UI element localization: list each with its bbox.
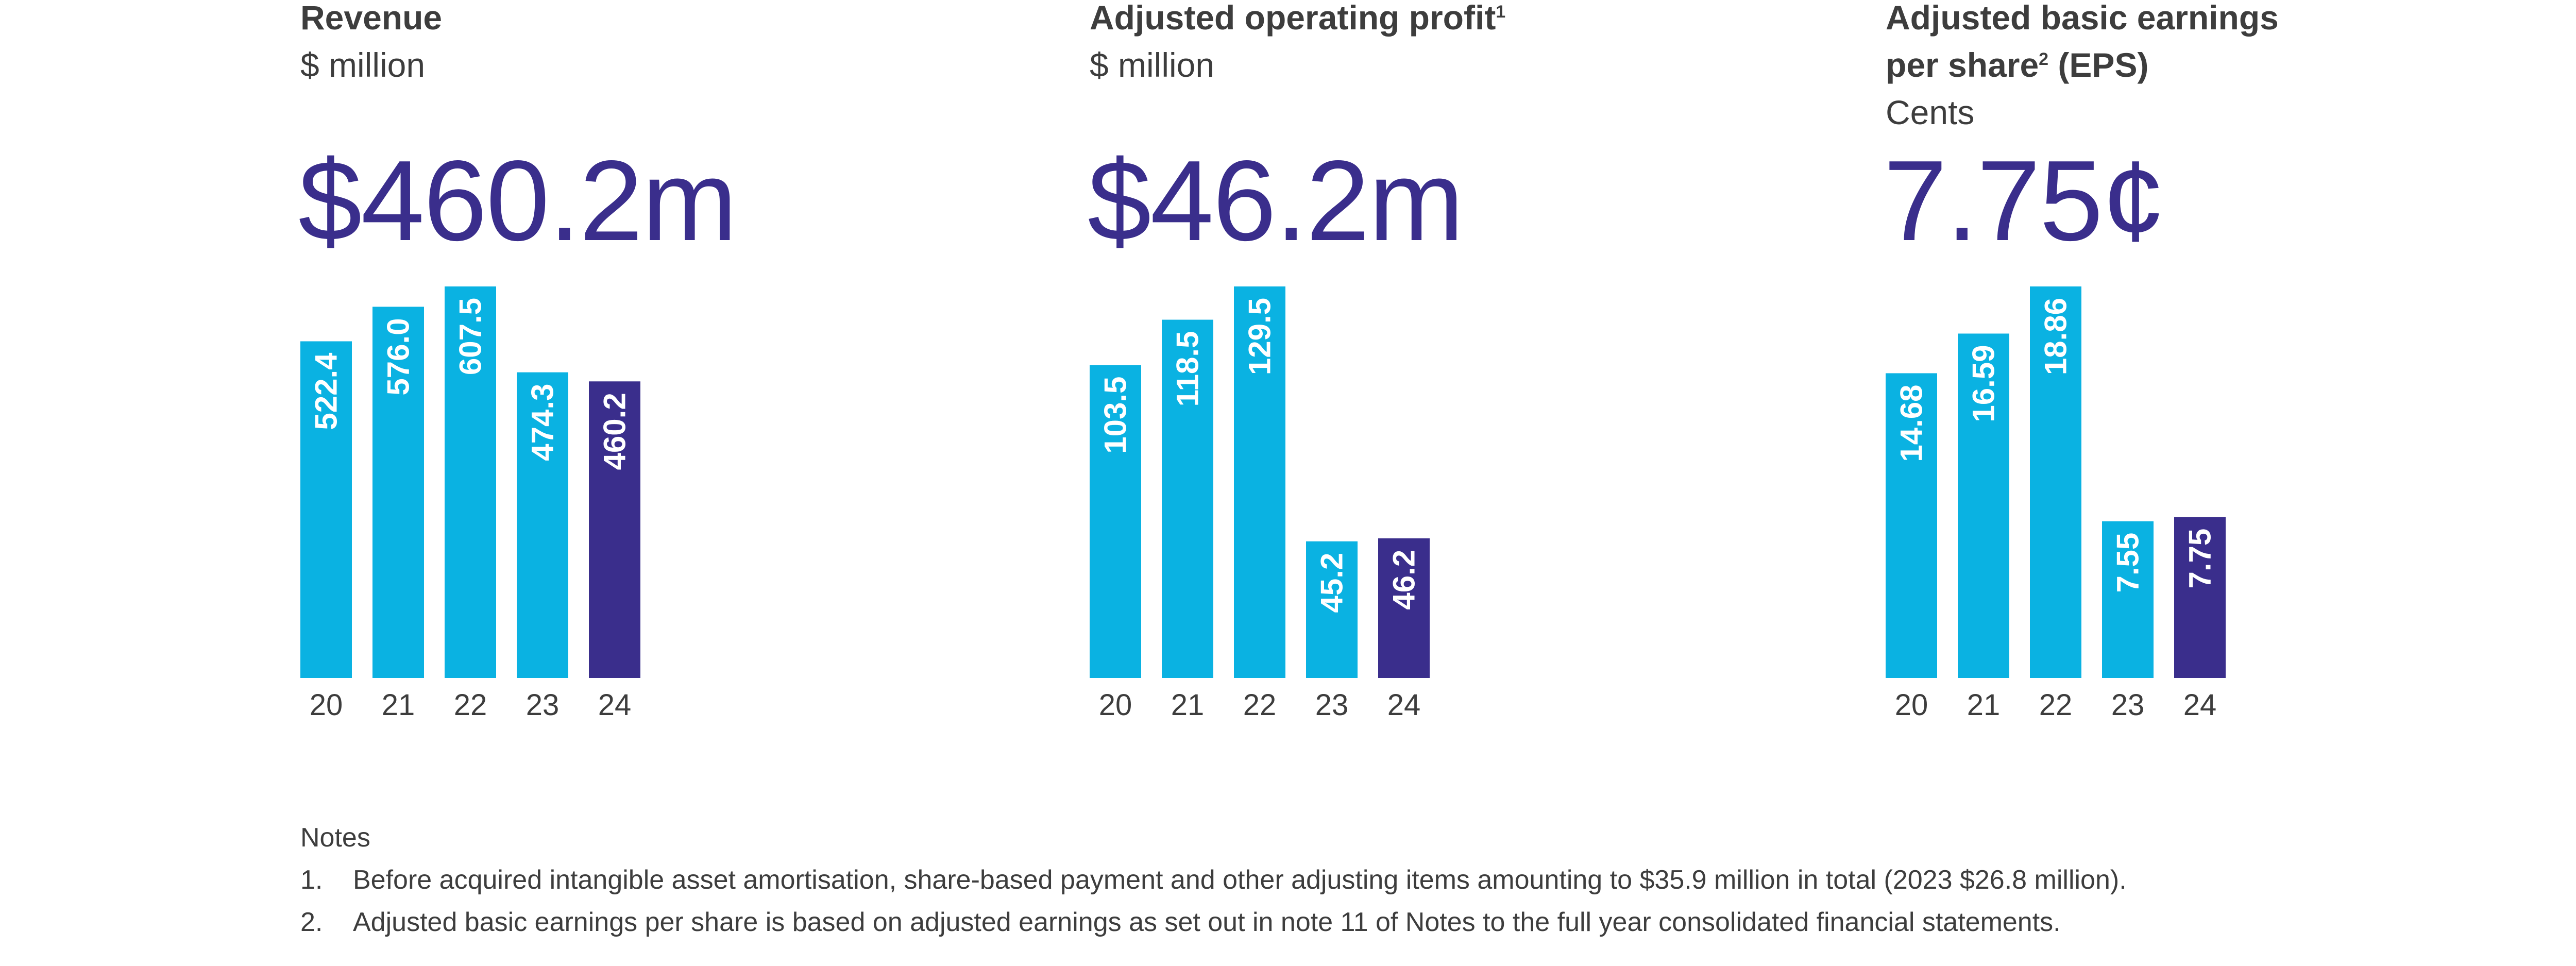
- panel-title: Revenue: [300, 0, 442, 41]
- x-tick-label: 20: [1895, 688, 1928, 722]
- notes-heading: Notes: [300, 823, 370, 853]
- bar-value-label: 118.5: [1171, 331, 1205, 407]
- bar-value-label: 607.5: [453, 298, 488, 375]
- notes-section: Notes 1. Before acquired intangible asse…: [300, 817, 2127, 943]
- footnote-marker: 1: [1496, 2, 1506, 22]
- panel-title-text-line2-rest: (EPS): [2048, 46, 2149, 84]
- bar-value-label: 129.5: [1243, 298, 1277, 375]
- bar-20: [1090, 365, 1141, 678]
- panel-title: Adjusted operating profit1: [1090, 0, 1505, 41]
- bar-value-label: 576.0: [381, 318, 416, 395]
- note-number: 1.: [300, 865, 323, 895]
- note-text: Before acquired intangible asset amortis…: [353, 865, 2127, 895]
- x-tick-label: 24: [1387, 688, 1421, 722]
- note-item: 1. Before acquired intangible asset amor…: [300, 859, 2127, 901]
- bar-value-label: 7.55: [2111, 533, 2145, 593]
- panel-unit: Cents: [1886, 93, 1975, 131]
- operating-profit-bar-chart: 103.5 20 118.5 21 129.5 22 45.2 23 46.2 24: [1090, 286, 1430, 722]
- panel-title-text: Adjusted operating profit: [1090, 0, 1496, 37]
- headline-value: $460.2m: [298, 137, 737, 265]
- x-tick-label: 22: [454, 688, 487, 722]
- panel-title-text-line2: per share: [1886, 46, 2039, 84]
- bar-24: [589, 381, 640, 678]
- bar-value-label: 474.3: [526, 384, 560, 461]
- x-tick-label: 22: [2039, 688, 2073, 722]
- eps-panel: Adjusted basic earnings per share2 (EPS) …: [1884, 0, 2452, 747]
- bar-20: [1886, 373, 1937, 678]
- panel-title-text: Adjusted basic earnings: [1886, 0, 2279, 37]
- bar-21: [1162, 319, 1213, 678]
- bar-value-label: 18.86: [2039, 298, 2073, 375]
- headline-value: $46.2m: [1088, 137, 1464, 265]
- x-tick-label: 21: [1967, 688, 2001, 722]
- bar-value-label: 14.68: [1894, 384, 1929, 462]
- bar-value-label: 522.4: [309, 352, 344, 430]
- bar-value-label: 103.5: [1098, 377, 1133, 454]
- panel-title-text: Revenue: [300, 0, 443, 37]
- bar-20: [300, 341, 352, 678]
- bar-23: [517, 372, 568, 678]
- x-tick-label: 21: [382, 688, 415, 722]
- note-item: 2. Adjusted basic earnings per share is …: [300, 901, 2127, 943]
- bar-21: [1958, 333, 2009, 678]
- x-tick-label: 22: [1243, 688, 1277, 722]
- bar-23: [2102, 521, 2154, 678]
- eps-bar-chart: 14.68 20 16.59 21 18.86 22 7.55 23 7.75 24: [1886, 286, 2226, 722]
- bar-24: [2174, 517, 2226, 678]
- bar-value-label: 460.2: [598, 393, 632, 470]
- headline-value: 7.75¢: [1884, 137, 2166, 265]
- bar-21: [372, 307, 424, 678]
- note-text: Adjusted basic earnings per share is bas…: [353, 907, 2061, 937]
- bar-23: [1306, 541, 1358, 678]
- note-number: 2.: [300, 907, 323, 937]
- bar-22: [1234, 286, 1285, 678]
- bar-value-label: 7.75: [2183, 529, 2217, 589]
- panel-unit: $ million: [300, 46, 426, 84]
- bar-22: [2030, 286, 2081, 678]
- panel-title: Adjusted basic earnings per share2 (EPS): [1886, 0, 2279, 89]
- x-tick-label: 23: [1315, 688, 1349, 722]
- bar-value-label: 46.2: [1387, 550, 1421, 610]
- x-tick-label: 24: [598, 688, 632, 722]
- operating-profit-panel: Adjusted operating profit1 $ million $46…: [1088, 0, 1656, 747]
- x-tick-label: 20: [310, 688, 343, 722]
- x-tick-label: 21: [1171, 688, 1205, 722]
- x-tick-label: 24: [2183, 688, 2217, 722]
- panel-unit: $ million: [1090, 46, 1215, 84]
- x-tick-label: 20: [1099, 688, 1132, 722]
- revenue-panel: Revenue $ million $460.2m 522.4 20 576.0 21…: [298, 0, 867, 747]
- footnote-marker: 2: [2039, 49, 2049, 69]
- x-tick-label: 23: [2111, 688, 2145, 722]
- bar-value-label: 16.59: [1967, 345, 2001, 422]
- x-tick-label: 23: [526, 688, 560, 722]
- revenue-bar-chart: 522.4 20 576.0 21 607.5 22 474.3 23 460.2 24: [300, 286, 640, 722]
- bar-value-label: 45.2: [1315, 553, 1349, 613]
- bar-22: [445, 286, 496, 678]
- bar-24: [1378, 538, 1430, 678]
